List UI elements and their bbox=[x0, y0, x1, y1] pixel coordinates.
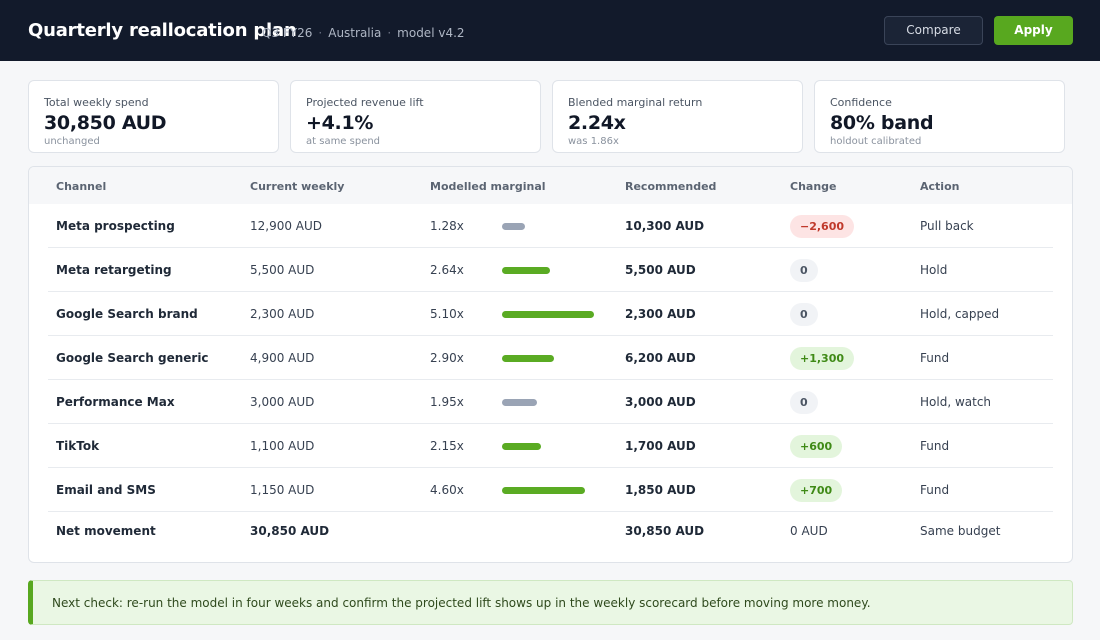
meta-model: model v4.2 bbox=[397, 26, 465, 40]
current-weekly: 2,300 AUD bbox=[250, 307, 315, 321]
current-weekly: 3,000 AUD bbox=[250, 395, 315, 409]
marginal-bar bbox=[502, 443, 541, 450]
modelled-marginal: 2.64x bbox=[430, 263, 464, 277]
marginal-bar bbox=[502, 267, 550, 274]
total-row: Net movement 30,850 AUD 30,850 AUD 0 AUD… bbox=[48, 511, 1053, 551]
kpi-label: Projected revenue lift bbox=[306, 96, 424, 109]
column-header-modelled-marginal[interactable]: Modelled marginal bbox=[430, 180, 546, 193]
page-title: Quarterly reallocation plan bbox=[28, 20, 297, 41]
kpi-value: 2.24x bbox=[568, 112, 626, 134]
change-badge: 0 bbox=[790, 259, 818, 282]
column-header-recommended[interactable]: Recommended bbox=[625, 180, 717, 193]
meta-quarter: Q3 FY26 bbox=[262, 26, 313, 40]
kpi-blended-marginal-return: Blended marginal return 2.24x was 1.86x bbox=[552, 80, 803, 153]
marginal-bar bbox=[502, 355, 554, 362]
note-text: Next check: re-run the model in four wee… bbox=[52, 596, 871, 610]
kpi-value: +4.1% bbox=[306, 112, 374, 134]
kpi-value: 80% band bbox=[830, 112, 934, 134]
current-weekly: 1,100 AUD bbox=[250, 439, 315, 453]
channel-name: TikTok bbox=[56, 439, 100, 453]
change-badge: +600 bbox=[790, 435, 843, 458]
change-badge: 0 bbox=[790, 303, 818, 326]
column-header-action[interactable]: Action bbox=[920, 180, 960, 193]
action-text: Fund bbox=[920, 439, 950, 453]
kpi-value: 30,850 AUD bbox=[44, 112, 167, 134]
meta-separator: · bbox=[318, 26, 323, 40]
marginal-bar bbox=[502, 487, 585, 494]
change-badge: +700 bbox=[790, 479, 843, 502]
kpi-label: Total weekly spend bbox=[44, 96, 149, 109]
channel-name: Email and SMS bbox=[56, 483, 156, 497]
table-row[interactable]: Email and SMS 1,150 AUD 4.60x 1,850 AUD +700… bbox=[48, 468, 1053, 512]
plan-meta: Q3 FY26 · Australia · model v4.2 bbox=[262, 26, 465, 40]
table-row[interactable]: Performance Max 3,000 AUD 1.95x 3,000 AUD 0 H… bbox=[48, 380, 1053, 424]
table-row[interactable]: Google Search generic 4,900 AUD 2.90x 6,200… bbox=[48, 336, 1053, 380]
current-weekly: 1,150 AUD bbox=[250, 483, 315, 497]
table-header: Channel Current weekly Modelled marginal… bbox=[29, 167, 1072, 204]
channel-name: Meta retargeting bbox=[56, 263, 172, 277]
column-header-change[interactable]: Change bbox=[790, 180, 837, 193]
kpi-projected-revenue-lift: Projected revenue lift +4.1% at same spe… bbox=[290, 80, 541, 153]
modelled-marginal: 1.95x bbox=[430, 395, 464, 409]
marginal-bar bbox=[502, 311, 594, 318]
kpi-label: Blended marginal return bbox=[568, 96, 703, 109]
kpi-subtext: was 1.86x bbox=[568, 136, 619, 147]
total-current: 30,850 AUD bbox=[250, 524, 330, 538]
table-row[interactable]: Meta prospecting 12,900 AUD 1.28x 10,300 AU… bbox=[48, 204, 1053, 248]
column-header-current-weekly[interactable]: Current weekly bbox=[250, 180, 345, 193]
action-text: Hold, watch bbox=[920, 395, 992, 409]
column-header-channel[interactable]: Channel bbox=[56, 180, 107, 193]
recommended-weekly: 10,300 AUD bbox=[625, 219, 705, 233]
kpi-subtext: unchanged bbox=[44, 136, 100, 147]
modelled-marginal: 1.28x bbox=[430, 219, 464, 233]
total-recommended: 30,850 AUD bbox=[625, 524, 705, 538]
current-weekly: 12,900 AUD bbox=[250, 219, 323, 233]
recommended-weekly: 1,700 AUD bbox=[625, 439, 696, 453]
action-text: Hold bbox=[920, 263, 948, 277]
modelled-marginal: 2.15x bbox=[430, 439, 464, 453]
marginal-bar bbox=[502, 223, 525, 230]
apply-button[interactable]: Apply bbox=[994, 16, 1073, 45]
total-label: Net movement bbox=[56, 524, 156, 538]
action-text: Fund bbox=[920, 351, 950, 365]
reallocation-table: Channel Current weekly Modelled marginal… bbox=[28, 166, 1073, 563]
kpi-confidence: Confidence 80% band holdout calibrated bbox=[814, 80, 1065, 153]
table-row[interactable]: TikTok 1,100 AUD 2.15x 1,700 AUD +600 Fund bbox=[48, 424, 1053, 468]
recommended-weekly: 3,000 AUD bbox=[625, 395, 696, 409]
table-row[interactable]: Google Search brand 2,300 AUD 5.10x 2,300 A… bbox=[48, 292, 1053, 336]
modelled-marginal: 2.90x bbox=[430, 351, 464, 365]
channel-name: Performance Max bbox=[56, 395, 175, 409]
meta-separator: · bbox=[387, 26, 392, 40]
total-change: 0 AUD bbox=[790, 524, 828, 538]
recommended-weekly: 6,200 AUD bbox=[625, 351, 696, 365]
kpi-subtext: at same spend bbox=[306, 136, 381, 147]
meta-region: Australia bbox=[328, 26, 382, 40]
kpi-label: Confidence bbox=[830, 96, 892, 109]
modelled-marginal: 4.60x bbox=[430, 483, 464, 497]
current-weekly: 5,500 AUD bbox=[250, 263, 315, 277]
top-bar: Quarterly reallocation plan Q3 FY26 · Aust… bbox=[0, 0, 1100, 61]
channel-name: Google Search brand bbox=[56, 307, 198, 321]
change-badge: 0 bbox=[790, 391, 818, 414]
modelled-marginal: 5.10x bbox=[430, 307, 464, 321]
channel-name: Meta prospecting bbox=[56, 219, 175, 233]
action-text: Pull back bbox=[920, 219, 974, 233]
next-check-note: Next check: re-run the model in four wee… bbox=[28, 580, 1073, 625]
change-badge: +1,300 bbox=[790, 347, 855, 370]
kpi-subtext: holdout calibrated bbox=[830, 136, 922, 147]
action-text: Fund bbox=[920, 483, 950, 497]
total-action: Same budget bbox=[920, 524, 1001, 538]
recommended-weekly: 2,300 AUD bbox=[625, 307, 696, 321]
action-text: Hold, capped bbox=[920, 307, 1000, 321]
current-weekly: 4,900 AUD bbox=[250, 351, 315, 365]
recommended-weekly: 1,850 AUD bbox=[625, 483, 696, 497]
compare-button[interactable]: Compare bbox=[884, 16, 983, 45]
kpi-total-weekly-spend: Total weekly spend 30,850 AUD unchanged bbox=[28, 80, 279, 153]
marginal-bar bbox=[502, 399, 537, 406]
recommended-weekly: 5,500 AUD bbox=[625, 263, 696, 277]
table-row[interactable]: Meta retargeting 5,500 AUD 2.64x 5,500 AUD 0… bbox=[48, 248, 1053, 292]
change-badge: −2,600 bbox=[790, 215, 855, 238]
channel-name: Google Search generic bbox=[56, 351, 209, 365]
